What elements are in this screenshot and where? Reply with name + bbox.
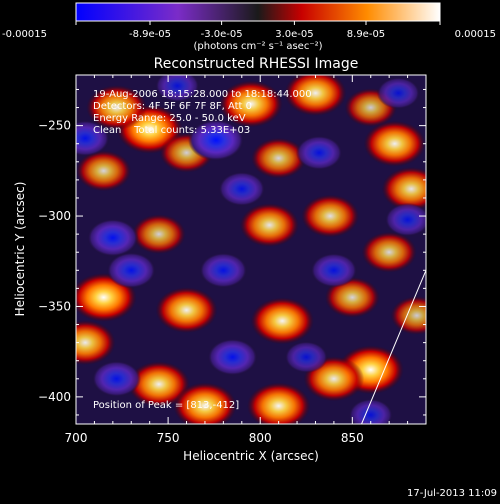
- chart-title: Reconstructed RHESSI Image: [154, 56, 359, 72]
- heatmap-positive-blob: [284, 75, 347, 116]
- y-tick-label: −350: [38, 299, 71, 313]
- plot-area: 700 750 800 850 −250 −300 −350 −400: [38, 74, 427, 445]
- x-tick-label: 700: [65, 431, 88, 445]
- axes: 700 750 800 850 −250 −300 −350 −400: [38, 75, 427, 445]
- annotation-time-range: 19-Aug-2006 18:15:28.000 to 18:18:44.000: [93, 89, 312, 100]
- colorbar-ticks: -0.00015 -8.9e-05 -3.0e-05 3.0e-05 8.9e-05 0.…: [2, 21, 496, 40]
- heatmap-positive-blob: [324, 277, 380, 318]
- y-axis-label: Heliocentric Y (arcsec): [13, 182, 27, 317]
- x-tick-label: 850: [341, 431, 364, 445]
- annotation-peak-position: Position of Peak = [813,-412]: [93, 400, 239, 411]
- colorbar-tick-label: -3.0e-05: [201, 29, 243, 40]
- heatmap-positive-blob: [381, 167, 426, 211]
- heatmap-positive-blob: [301, 194, 360, 238]
- annotation-energy-range: Energy Range: 25.0 - 50.0 keV: [93, 113, 246, 124]
- heatmap-negative-blob: [92, 360, 141, 397]
- heatmap-positive-blob: [76, 150, 132, 192]
- plot-frame: [75, 74, 427, 425]
- heatmap-positive-blob: [127, 361, 190, 408]
- colorbar-strip: [75, 2, 441, 22]
- heatmap-positive-blob: [363, 120, 426, 167]
- y-tick-label: −300: [38, 209, 71, 223]
- heatmap-negative-blob: [348, 398, 393, 424]
- heatmap-positive-blob: [361, 231, 417, 273]
- heatmap-positive-blob: [239, 203, 300, 247]
- heatmap-positive-blob: [251, 137, 307, 179]
- colorbar-tick-label: -0.00015: [2, 29, 47, 40]
- heatmap-negative-blob: [384, 202, 426, 237]
- x-axis-label: Heliocentric X (arcsec): [183, 449, 319, 463]
- heatmap-negative-blob: [76, 120, 110, 157]
- heatmap-positive-blob: [132, 214, 186, 254]
- heatmap-negative-blob: [155, 75, 200, 103]
- heatmap-positive-blob: [219, 80, 283, 128]
- heatmap-negative-blob: [188, 119, 244, 161]
- heatmap-negative-blob: [199, 252, 248, 288]
- solar-limb-line: [361, 270, 427, 425]
- colorbar-tick-label: 0.00015: [455, 29, 496, 40]
- heatmap-positive-blob: [173, 382, 237, 424]
- x-tick-label: 750: [157, 431, 180, 445]
- colorbar-tick-label: 3.0e-05: [275, 29, 313, 40]
- heatmap-negative-blob: [106, 252, 156, 289]
- heatmap-negative-blob: [376, 77, 420, 110]
- annotation-block: 19-Aug-2006 18:15:28.000 to 18:18:44.000…: [93, 89, 312, 411]
- colorbar-unit-label: (photons cm⁻² s⁻¹ asec⁻²): [193, 41, 322, 52]
- y-tick-label: −250: [38, 119, 71, 133]
- heatmap-negative-blob: [284, 341, 328, 374]
- heatmap-negative-blob: [87, 218, 139, 257]
- heatmap-positive-blob: [86, 85, 147, 130]
- annotation-detectors: Detectors: 4F 5F 6F 7F 8F, Att 0: [93, 101, 252, 112]
- heatmap-positive-blob: [155, 287, 218, 333]
- heatmap-positive-blob: [76, 320, 116, 366]
- colorbar: -0.00015 -8.9e-05 -3.0e-05 3.0e-05 8.9e-05 0.…: [2, 2, 496, 52]
- heatmap-positive-blob: [250, 297, 314, 345]
- footer-timestamp: 17-Jul-2013 11:09: [407, 488, 497, 499]
- heatmap-positive-blob: [390, 296, 426, 335]
- y-tick-label: −400: [38, 390, 71, 404]
- heatmap-negative-blob: [207, 338, 258, 376]
- colorbar-tick-label: -8.9e-05: [129, 29, 171, 40]
- colorbar-tick-label: 8.9e-05: [347, 29, 385, 40]
- heatmap-negative-blob: [218, 171, 266, 207]
- heatmap-negative-blob: [310, 253, 358, 288]
- heatmap-negative-blob: [295, 135, 343, 170]
- x-tick-label: 800: [249, 431, 272, 445]
- heatmap-positive-blob: [246, 382, 311, 424]
- heatmap-image: [76, 75, 426, 424]
- annotation-clean-counts: Clean Total counts: 5.33E+03: [93, 125, 250, 136]
